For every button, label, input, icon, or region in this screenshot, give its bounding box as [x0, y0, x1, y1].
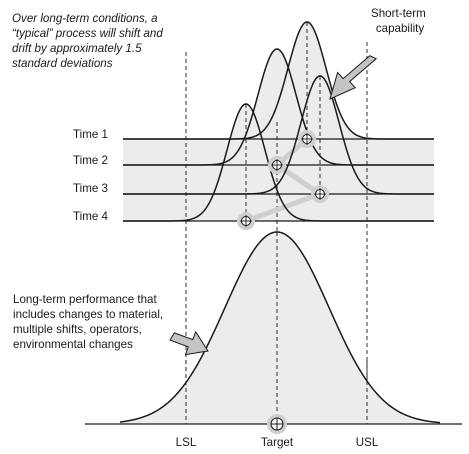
short-term-label: Short-term capability — [371, 7, 429, 35]
time1-label: Time 1 — [73, 128, 108, 141]
usl-label: USL — [356, 436, 379, 449]
time3-mean-marker — [311, 185, 329, 203]
short-term-union-shading — [123, 22, 434, 221]
time4-label: Time 4 — [73, 210, 109, 223]
time4-mean-marker — [237, 212, 255, 230]
lsl-label: LSL — [176, 436, 197, 449]
long-term-curve-shading — [120, 232, 440, 424]
time2-label: Time 2 — [73, 154, 108, 167]
time1-mean-marker — [298, 130, 316, 148]
target-marker — [267, 414, 287, 434]
target-label: Target — [261, 436, 294, 449]
long-term-arrow-icon — [169, 330, 209, 356]
long-term-label: Long-term performance that includes chan… — [13, 293, 166, 351]
time2-mean-marker — [268, 156, 286, 174]
time3-label: Time 3 — [73, 182, 108, 195]
top-note: Over long-term conditions, a “typical” p… — [12, 12, 166, 70]
long-term-curve — [119, 231, 441, 424]
short-term-arrow-icon — [329, 55, 378, 100]
